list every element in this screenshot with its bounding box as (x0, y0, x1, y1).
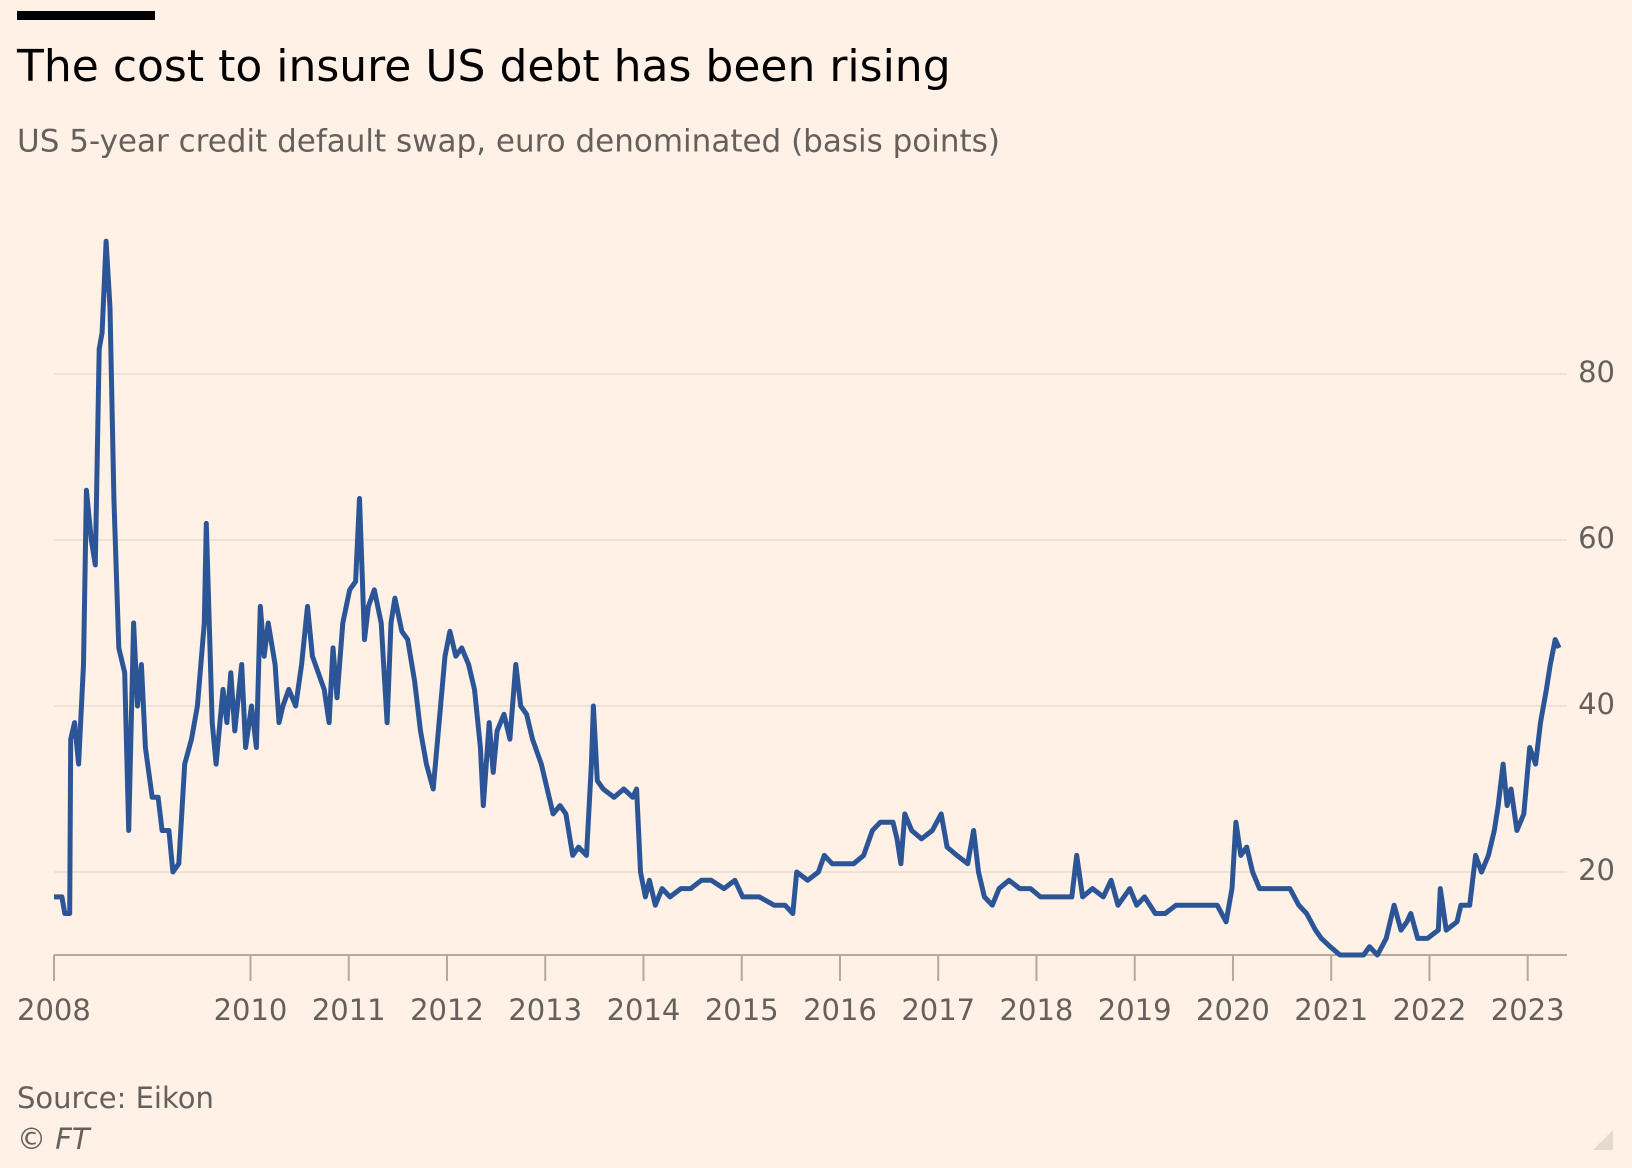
x-tick-label: 2008 (17, 993, 91, 1027)
source: Source: Eikon (17, 1081, 214, 1115)
x-tick-label: 2015 (705, 993, 779, 1027)
x-tick-label: 2022 (1393, 993, 1467, 1027)
x-tick-label: 2017 (901, 993, 975, 1027)
x-tick-label: 2010 (214, 993, 288, 1027)
y-tick-label: 40 (1578, 687, 1615, 721)
y-tick-label: 20 (1578, 853, 1615, 887)
x-tick-label: 2018 (1000, 993, 1074, 1027)
x-tick-label: 2014 (607, 993, 681, 1027)
x-tick-label: 2019 (1098, 993, 1172, 1027)
x-tick-label: 2013 (508, 993, 582, 1027)
x-tick-label: 2023 (1491, 993, 1565, 1027)
resize-handle (1593, 1130, 1613, 1150)
y-tick-label: 80 (1578, 355, 1615, 389)
data-line (54, 238, 1562, 958)
top-rule (17, 11, 155, 20)
x-tick-label: 2012 (410, 993, 484, 1027)
chart-subtitle: US 5-year credit default swap, euro deno… (17, 124, 1000, 160)
x-tick-label: 2020 (1196, 993, 1270, 1027)
y-tick-label: 60 (1578, 521, 1615, 555)
x-tick-label: 2011 (312, 993, 386, 1027)
x-tick-label: 2021 (1294, 993, 1368, 1027)
copyright: © FT (17, 1122, 92, 1156)
chart-title: The cost to insure US debt has been risi… (16, 41, 951, 92)
x-tick-label: 2016 (803, 993, 877, 1027)
